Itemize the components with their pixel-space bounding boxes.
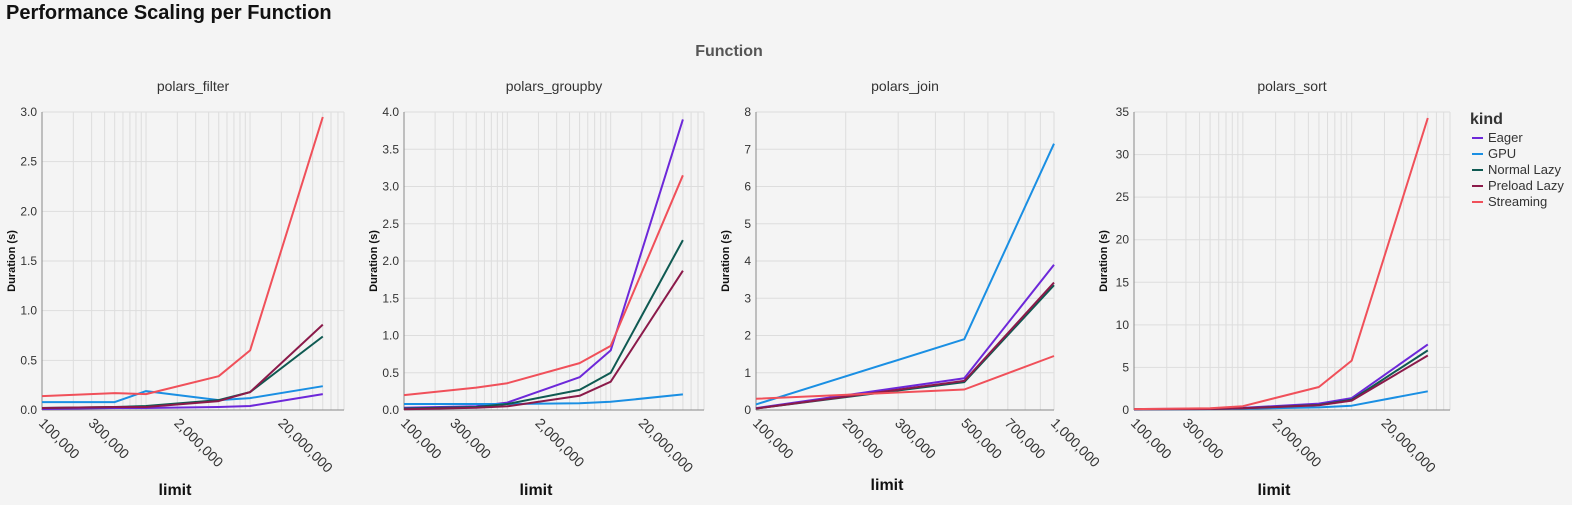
y-tick-label: 0 (744, 403, 751, 417)
series-line-gpu (404, 393, 684, 405)
y-axis-title: Duration (s) (1098, 230, 1110, 292)
x-tick-label: 2,000,000 (1269, 415, 1325, 471)
panel-title: polars_sort (1257, 78, 1326, 94)
x-tick-label: 20,000,000 (1378, 415, 1439, 476)
y-tick-label: 2.0 (20, 204, 37, 218)
x-tick-label: 300,000 (1180, 415, 1227, 462)
y-tick-label: 3 (744, 291, 751, 305)
x-tick-label: 20,000,000 (636, 415, 697, 476)
x-axis-title: limit (520, 482, 554, 499)
y-tick-label: 0.0 (20, 403, 37, 417)
page-title: Performance Scaling per Function (6, 2, 332, 24)
y-tick-label: 1 (744, 366, 751, 380)
series-line-streaming (41, 116, 324, 398)
facet-header: Function (695, 43, 763, 60)
y-tick-label: 25 (1116, 190, 1130, 204)
panel-title: polars_filter (157, 78, 230, 94)
y-tick-label: 0.0 (382, 403, 399, 417)
y-tick-label: 6 (744, 180, 751, 194)
panel-polars_filter: 0.0 0.5 1.0 1.5 2.0 2.5 3.0 100,000 300,000 2,000… (6, 78, 345, 499)
y-tick-label: 3.0 (20, 105, 37, 119)
series-line-streaming (1133, 117, 1429, 411)
x-tick-label: 2,000,000 (171, 415, 227, 471)
x-tick-label: 2,000,000 (532, 415, 588, 471)
x-tick-label: 20,000,000 (275, 415, 336, 476)
panel-polars_sort: 0 5 10 15 20 25 30 35 100,000 300,000 2,000,000 20,… (1098, 78, 1451, 499)
y-tick-label: 1.0 (20, 304, 37, 318)
x-tick-label: 200,000 (840, 415, 887, 462)
y-axis-title: Duration (s) (368, 230, 380, 292)
series-line-preload-lazy (755, 281, 1055, 410)
series-line-eager (403, 119, 684, 409)
y-tick-label: 10 (1116, 318, 1130, 332)
legend-title: kind (1470, 111, 1503, 128)
y-tick-label: 3.5 (382, 142, 399, 156)
y-tick-label: 35 (1116, 105, 1130, 119)
legend-entry: GPU (1488, 146, 1516, 161)
panel-title: polars_join (871, 78, 939, 94)
series-line-eager (755, 264, 1055, 410)
series-line-streaming (755, 355, 1055, 400)
y-tick-label: 2.5 (20, 155, 37, 169)
y-tick-label: 7 (744, 142, 751, 156)
y-tick-label: 1.5 (20, 254, 37, 268)
y-tick-label: 15 (1116, 275, 1130, 289)
series-line-preload-lazy (1133, 354, 1429, 411)
x-tick-label: 500,000 (958, 415, 1005, 462)
series-line-streaming (403, 174, 684, 397)
legend-entry: Normal Lazy (1488, 162, 1561, 177)
y-tick-label: 30 (1116, 148, 1130, 162)
x-tick-label: 100,000 (1128, 415, 1175, 462)
y-tick-label: 20 (1116, 233, 1130, 247)
y-tick-label: 2.5 (382, 217, 399, 231)
x-tick-label: 1,000,000 (1048, 415, 1104, 471)
series-line-preload-lazy (403, 270, 684, 411)
x-tick-label: 100,000 (36, 415, 83, 462)
legend-entry: Eager (1488, 130, 1523, 145)
y-tick-label: 1.0 (382, 329, 399, 343)
y-tick-label: 2 (744, 329, 751, 343)
y-tick-label: 3.0 (382, 180, 399, 194)
series-line-normal-lazy (403, 239, 684, 410)
panel-polars_join: 0 1 2 3 4 5 6 7 8 100,000 200,000 300,000 500,000700… (720, 78, 1103, 494)
panel-polars_groupby: 0.0 0.5 1.0 1.5 2.0 2.5 3.0 3.5 4.0 100,000 300,00… (368, 78, 705, 499)
x-tick-label: 100,000 (398, 415, 445, 462)
x-tick-label: 300,000 (86, 415, 133, 462)
x-axis-title: limit (159, 482, 193, 499)
series-line-gpu (42, 385, 323, 404)
y-tick-label: 8 (744, 105, 751, 119)
y-tick-label: 0 (1122, 403, 1129, 417)
y-tick-label: 4 (744, 254, 751, 268)
y-tick-label: 0.5 (20, 353, 37, 367)
panel-title: polars_groupby (506, 78, 603, 94)
y-axis-title: Duration (s) (720, 230, 732, 292)
legend-entry: Preload Lazy (1488, 178, 1564, 193)
x-tick-label: 100,000 (750, 415, 797, 462)
y-tick-label: 4.0 (382, 105, 399, 119)
x-tick-label: 300,000 (892, 415, 939, 462)
series-line-normal-lazy (41, 335, 324, 409)
y-tick-label: 5 (744, 217, 751, 231)
y-axis-title: Duration (s) (6, 230, 18, 292)
x-axis-title: limit (1258, 482, 1292, 499)
legend-entry: Streaming (1488, 194, 1547, 209)
x-tick-label: 300,000 (447, 415, 494, 462)
series-line-gpu (755, 143, 1055, 406)
x-tick-label: 700,000 (1002, 415, 1049, 462)
y-tick-label: 0.5 (382, 366, 399, 380)
x-axis-title: limit (871, 477, 905, 494)
y-tick-label: 1.5 (382, 291, 399, 305)
series-line-preload-lazy (41, 323, 324, 409)
y-tick-label: 2.0 (382, 254, 399, 268)
y-tick-label: 5 (1122, 360, 1129, 374)
